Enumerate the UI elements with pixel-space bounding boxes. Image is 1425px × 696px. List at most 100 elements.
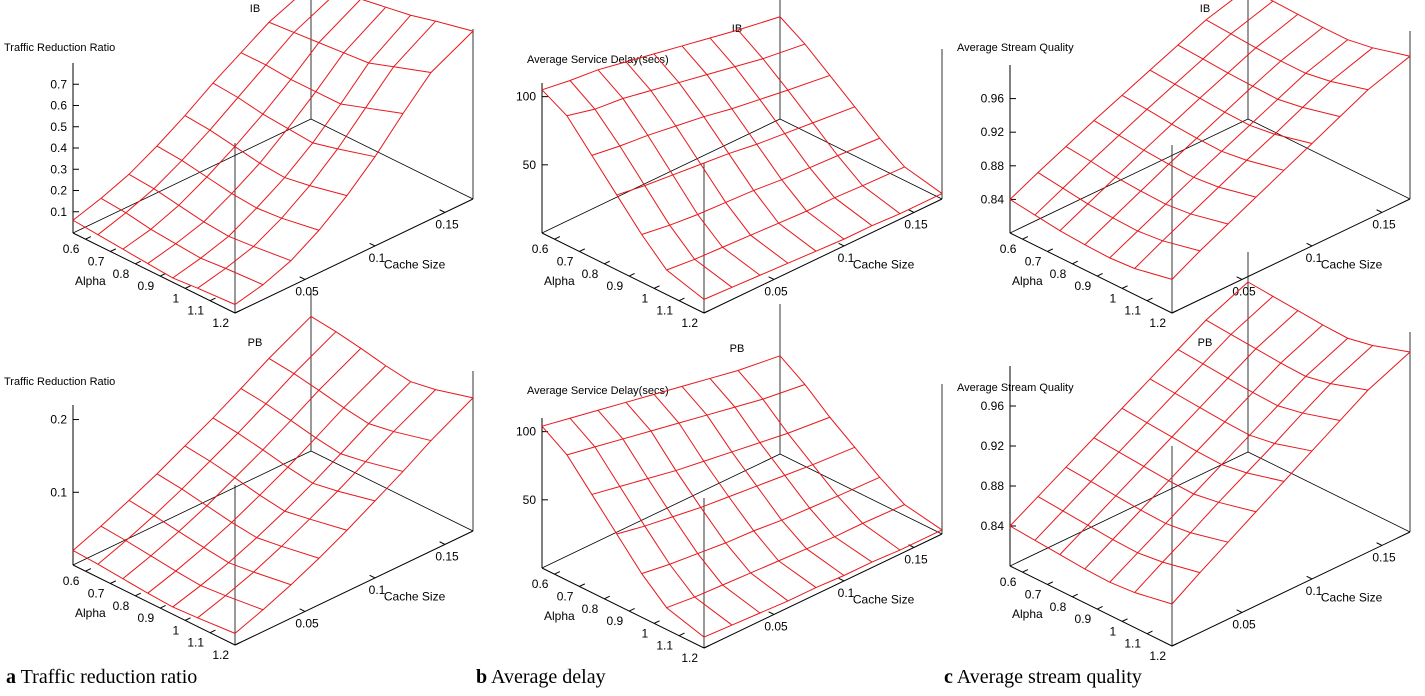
alpha-tick-label: 1.2 bbox=[681, 316, 698, 330]
alpha-tick-mark bbox=[160, 605, 166, 609]
alpha-tick-label: 1 bbox=[641, 626, 648, 640]
chart-panel-4: PB Traffic Reduction Ratio 0.1 0.2 0.6 0.7 0.8… bbox=[4, 291, 474, 662]
cache-tick-label: 0.05 bbox=[295, 616, 319, 630]
alpha-tick-label: 0.7 bbox=[88, 586, 105, 600]
axis-line-cache bbox=[703, 198, 943, 314]
base-edge-right bbox=[1247, 118, 1411, 200]
alpha-tick-mark bbox=[1121, 285, 1128, 289]
alpha-tick-label: 1.2 bbox=[1149, 649, 1166, 663]
axis-line-alpha bbox=[1009, 565, 1173, 647]
axis-line-cache bbox=[1171, 198, 1411, 314]
surface-line bbox=[541, 425, 705, 638]
alpha-axis-label: Alpha bbox=[1012, 274, 1043, 288]
alpha-tick-label: 0.8 bbox=[582, 602, 599, 616]
cache-tick-label: 0.05 bbox=[764, 619, 788, 633]
base-edge-right bbox=[310, 450, 474, 532]
surface-line bbox=[1084, 324, 1324, 570]
alpha-tick-mark bbox=[85, 236, 92, 240]
cache-tick-label: 0.1 bbox=[838, 586, 855, 600]
chart-panel-3: IB Average Stream Quality 0.84 0.88 0.92 0.96… bbox=[957, 0, 1411, 330]
cache-tick-label: 0.1 bbox=[838, 251, 855, 265]
surface-line bbox=[737, 370, 901, 551]
z-tick-label: 0.2 bbox=[50, 184, 67, 198]
surface-line bbox=[703, 193, 943, 300]
chart-panel-5: PB Average Service Delay(secs) 50 100 0.6 0.7… bbox=[516, 304, 943, 665]
cache-axis-label: Cache Size bbox=[853, 257, 915, 271]
alpha-tick-mark bbox=[209, 629, 216, 634]
alpha-tick-mark bbox=[554, 571, 561, 575]
surface-line bbox=[597, 409, 761, 614]
panel-title: PB bbox=[730, 343, 745, 355]
cache-axis-label: Cache Size bbox=[384, 589, 446, 603]
cache-axis-label: Cache Size bbox=[1321, 590, 1383, 604]
alpha-tick-label: 1.1 bbox=[187, 304, 204, 318]
alpha-tick-label: 1.2 bbox=[212, 316, 229, 330]
cache-tick-mark bbox=[1236, 609, 1243, 613]
surface-line bbox=[1109, 337, 1349, 583]
surface-line bbox=[666, 166, 905, 271]
surface-line bbox=[779, 355, 943, 531]
surface-line bbox=[779, 16, 943, 194]
alpha-tick-mark bbox=[110, 248, 117, 252]
surface-line bbox=[97, 0, 330, 236]
panel-title: PB bbox=[1198, 337, 1213, 349]
surface-line bbox=[184, 445, 348, 531]
surface-line bbox=[1059, 310, 1299, 555]
alpha-axis-label: Alpha bbox=[544, 609, 575, 623]
alpha-tick-label: 0.8 bbox=[113, 599, 130, 613]
z-axis-label: Average Stream Quality bbox=[957, 42, 1074, 54]
surface-line bbox=[641, 476, 880, 575]
alpha-tick-mark bbox=[1022, 569, 1029, 573]
z-tick-label: 0.92 bbox=[981, 125, 1005, 139]
alpha-tick-mark bbox=[1072, 593, 1078, 598]
cache-axis-label: Cache Size bbox=[853, 592, 915, 606]
z-tick-label: 0.92 bbox=[981, 439, 1005, 453]
cache-tick-label: 0.15 bbox=[435, 549, 459, 563]
z-tick-label: 0.88 bbox=[981, 479, 1005, 493]
z-tick-label: 0.88 bbox=[981, 159, 1005, 173]
alpha-tick-label: 0.9 bbox=[138, 611, 155, 625]
alpha-tick-mark bbox=[209, 297, 216, 302]
cache-tick-label: 0.1 bbox=[369, 583, 386, 597]
alpha-tick-mark bbox=[653, 620, 660, 624]
cache-tick-mark bbox=[369, 242, 376, 247]
alpha-tick-label: 0.8 bbox=[1050, 600, 1067, 614]
surface-line bbox=[197, 389, 436, 619]
z-tick-label: 0.5 bbox=[50, 120, 67, 134]
surface-line bbox=[1009, 0, 1233, 200]
alpha-tick-label: 0.7 bbox=[557, 254, 574, 268]
surface-line bbox=[310, 316, 474, 399]
alpha-tick-label: 1 bbox=[1109, 291, 1116, 305]
chart-panel-1: IB Traffic Reduction Ratio 0.1 0.2 0.3 0.4 0.5… bbox=[4, 0, 474, 330]
z-tick-label: 0.6 bbox=[50, 99, 67, 113]
surface-line bbox=[1134, 47, 1373, 269]
alpha-tick-label: 0.7 bbox=[1025, 254, 1042, 268]
alpha-tick-label: 0.7 bbox=[557, 589, 574, 603]
surface-line bbox=[1037, 496, 1201, 574]
surface-line bbox=[541, 16, 781, 91]
z-tick-label: 0.3 bbox=[50, 162, 67, 176]
caption-c: c Average stream quality bbox=[944, 666, 1142, 688]
alpha-tick-label: 0.6 bbox=[63, 242, 80, 256]
alpha-tick-mark bbox=[110, 580, 117, 584]
base-edge-back bbox=[1009, 451, 1249, 567]
surface-line bbox=[1269, 0, 1411, 57]
z-axis-label: Average Service Delay(secs) bbox=[527, 385, 669, 397]
z-tick-label: 0.84 bbox=[981, 519, 1005, 533]
surface-line bbox=[172, 14, 412, 279]
surface-line bbox=[1205, 19, 1369, 91]
surface-line bbox=[1009, 281, 1249, 527]
alpha-tick-label: 0.9 bbox=[607, 279, 624, 293]
alpha-tick-mark bbox=[135, 592, 141, 597]
alpha-tick-label: 1.1 bbox=[1124, 637, 1141, 651]
alpha-tick-label: 0.9 bbox=[607, 614, 624, 628]
base-edge-right bbox=[1247, 451, 1411, 533]
alpha-tick-mark bbox=[1146, 630, 1153, 635]
panel-title: IB bbox=[732, 23, 742, 35]
surface-line bbox=[147, 365, 387, 594]
alpha-axis-label: Alpha bbox=[544, 274, 575, 288]
base-edge-back bbox=[541, 453, 781, 569]
alpha-tick-label: 1.1 bbox=[1124, 304, 1141, 318]
surface-line bbox=[591, 416, 831, 495]
